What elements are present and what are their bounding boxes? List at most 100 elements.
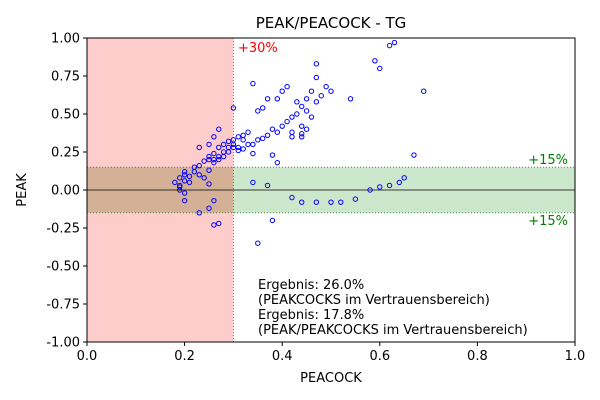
- data-point: [245, 129, 251, 135]
- x-tick-label: 0.0: [77, 349, 98, 364]
- data-point: [255, 240, 261, 246]
- y-tick-label: -0.75: [46, 298, 80, 313]
- data-point: [372, 58, 378, 64]
- data-point: [255, 137, 261, 143]
- data-point: [313, 74, 320, 81]
- data-point: [401, 175, 407, 181]
- data-point: [308, 88, 315, 94]
- data-point: [259, 105, 266, 111]
- data-point: [181, 197, 188, 204]
- data-point: [289, 129, 295, 135]
- data-point: [235, 144, 241, 151]
- data-point: [211, 159, 217, 166]
- data-point: [308, 114, 315, 120]
- data-point: [216, 220, 222, 227]
- data-point: [216, 156, 222, 163]
- data-points: [172, 39, 427, 246]
- data-point: [216, 126, 222, 132]
- data-point: [250, 150, 256, 157]
- data-point: [240, 146, 246, 152]
- y-axis-label: PEAK: [15, 173, 30, 207]
- data-point: [284, 118, 290, 125]
- data-point: [172, 179, 178, 186]
- data-point: [396, 179, 403, 186]
- data-point: [240, 137, 246, 143]
- x-axis-label: PEACOCK: [300, 371, 362, 386]
- data-point: [352, 196, 359, 202]
- x-tick-label: 0.8: [467, 349, 488, 364]
- data-point: [269, 152, 276, 158]
- data-point: [338, 199, 344, 205]
- data-point: [196, 210, 202, 216]
- data-point: [313, 99, 320, 105]
- data-point: [250, 80, 256, 87]
- data-point: [211, 134, 217, 140]
- y-tick-label: 0.50: [51, 108, 80, 123]
- data-point: [313, 61, 320, 67]
- data-point: [206, 153, 212, 160]
- data-point: [186, 173, 193, 180]
- data-point: [289, 194, 295, 201]
- data-point: [196, 144, 202, 151]
- green-band-lower-label: +15%: [528, 214, 568, 229]
- data-point: [240, 132, 246, 138]
- data-point: [225, 138, 232, 145]
- data-point: [274, 129, 281, 135]
- data-point: [274, 159, 281, 166]
- data-point: [250, 179, 256, 186]
- data-point: [303, 126, 310, 132]
- data-point: [279, 88, 285, 94]
- data-point: [206, 141, 212, 148]
- data-point: [264, 132, 271, 138]
- data-point: [230, 141, 237, 148]
- data-point: [245, 141, 251, 148]
- data-point: [328, 88, 334, 94]
- data-point: [211, 197, 217, 204]
- data-point: [328, 199, 334, 205]
- data-point: [196, 162, 202, 169]
- y-tick-label: -0.50: [46, 260, 80, 275]
- data-point: [421, 88, 427, 94]
- data-point: [269, 217, 276, 224]
- data-point: [411, 152, 417, 158]
- background-layer: [87, 38, 575, 342]
- data-point: [255, 108, 261, 114]
- result-line-1: Ergebnis: 26.0%: [258, 278, 364, 293]
- data-point: [181, 169, 188, 175]
- y-tick-label: 0.25: [51, 146, 80, 161]
- data-point: [220, 153, 227, 160]
- data-point: [206, 181, 212, 187]
- x-tick-label: 1.0: [565, 349, 586, 364]
- data-point: [211, 150, 217, 157]
- data-point: [323, 83, 329, 90]
- data-point: [181, 190, 188, 196]
- data-point: [235, 147, 241, 154]
- data-point: [367, 187, 373, 193]
- data-point: [201, 158, 207, 164]
- data-point: [269, 126, 276, 132]
- data-point: [225, 149, 232, 155]
- data-point: [377, 184, 383, 190]
- data-point: [289, 134, 295, 140]
- data-point: [299, 103, 305, 110]
- data-point: [206, 167, 212, 173]
- data-point: [220, 141, 227, 148]
- x-tick-label: 0.4: [272, 349, 293, 364]
- data-point: [186, 179, 193, 186]
- data-point: [299, 134, 305, 140]
- x-tick-label: 0.6: [369, 349, 390, 364]
- data-point: [201, 175, 207, 181]
- data-point: [216, 144, 222, 151]
- data-point: [386, 42, 393, 49]
- data-point: [230, 105, 237, 111]
- x-tick-label: 0.2: [174, 349, 195, 364]
- data-point: [250, 141, 256, 148]
- result-line-2: (PEAKCOCKS im Vertrauensbereich): [258, 293, 490, 308]
- green-band-upper-label: +15%: [528, 153, 568, 168]
- data-point: [294, 99, 300, 105]
- data-point: [303, 96, 310, 102]
- data-point: [284, 83, 290, 90]
- data-point: [181, 178, 188, 184]
- data-point: [299, 199, 305, 205]
